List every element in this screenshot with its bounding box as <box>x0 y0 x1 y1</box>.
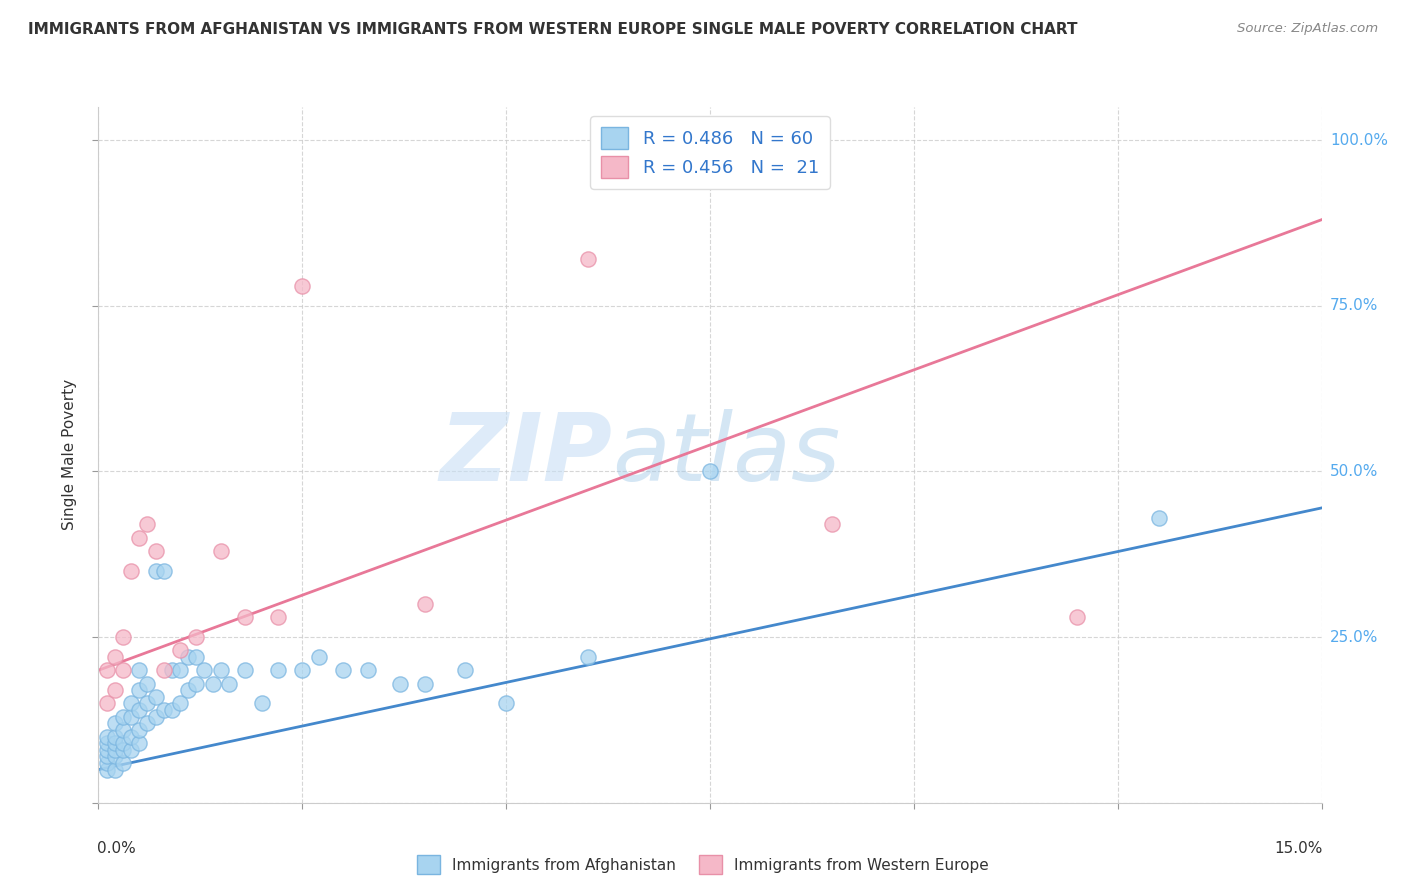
Point <box>413 597 436 611</box>
Point <box>111 756 134 770</box>
Point <box>145 544 167 558</box>
Point <box>576 252 599 267</box>
Text: 50.0%: 50.0% <box>1330 464 1378 479</box>
Text: IMMIGRANTS FROM AFGHANISTAN VS IMMIGRANTS FROM WESTERN EUROPE SINGLE MALE POVERT: IMMIGRANTS FROM AFGHANISTAN VS IMMIGRANT… <box>28 22 1077 37</box>
Point <box>104 683 127 698</box>
Point <box>96 730 118 744</box>
Point <box>218 676 240 690</box>
Point <box>111 709 134 723</box>
Point <box>169 643 191 657</box>
Point <box>291 663 314 677</box>
Point <box>111 630 134 644</box>
Text: 75.0%: 75.0% <box>1330 298 1378 313</box>
Point <box>169 663 191 677</box>
Point <box>186 630 208 644</box>
Point <box>128 736 150 750</box>
Point <box>104 763 127 777</box>
Point <box>96 763 118 777</box>
Point <box>128 703 150 717</box>
Point <box>193 663 215 677</box>
Point <box>699 465 721 479</box>
Point <box>96 749 118 764</box>
Point <box>821 517 844 532</box>
Point <box>160 703 183 717</box>
Point <box>152 663 174 677</box>
Text: 25.0%: 25.0% <box>1330 630 1378 645</box>
Text: atlas: atlas <box>612 409 841 500</box>
Point <box>128 531 150 545</box>
Point <box>576 650 599 665</box>
Point <box>96 697 118 711</box>
Point <box>413 676 436 690</box>
Point <box>120 564 142 578</box>
Point <box>169 697 191 711</box>
Point <box>104 749 127 764</box>
Point <box>267 663 290 677</box>
Point <box>186 676 208 690</box>
Text: ZIP: ZIP <box>439 409 612 501</box>
Point <box>104 716 127 731</box>
Point <box>356 663 378 677</box>
Point <box>209 663 232 677</box>
Text: 0.0%: 0.0% <box>97 841 136 856</box>
Point <box>128 683 150 698</box>
Point <box>136 697 159 711</box>
Point <box>111 663 134 677</box>
Point <box>104 730 127 744</box>
Point <box>454 663 477 677</box>
Text: 15.0%: 15.0% <box>1274 841 1323 856</box>
Point <box>1066 610 1088 624</box>
Point <box>120 697 142 711</box>
Point <box>96 736 118 750</box>
Point <box>332 663 354 677</box>
Point <box>136 676 159 690</box>
Point <box>186 650 208 665</box>
Point <box>177 683 200 698</box>
Legend: Immigrants from Afghanistan, Immigrants from Western Europe: Immigrants from Afghanistan, Immigrants … <box>411 849 995 880</box>
Point <box>104 650 127 665</box>
Point <box>96 756 118 770</box>
Point <box>233 663 256 677</box>
Point <box>201 676 224 690</box>
Text: Source: ZipAtlas.com: Source: ZipAtlas.com <box>1237 22 1378 36</box>
Point <box>152 564 174 578</box>
Point <box>120 709 142 723</box>
Point <box>111 736 134 750</box>
Point <box>233 610 256 624</box>
Point <box>128 723 150 737</box>
Point <box>152 703 174 717</box>
Point <box>145 709 167 723</box>
Point <box>136 517 159 532</box>
Point <box>96 743 118 757</box>
Point <box>128 663 150 677</box>
Point <box>104 736 127 750</box>
Point <box>250 697 273 711</box>
Point <box>96 663 118 677</box>
Legend: R = 0.486   N = 60, R = 0.456   N =  21: R = 0.486 N = 60, R = 0.456 N = 21 <box>591 116 830 189</box>
Point <box>177 650 200 665</box>
Y-axis label: Single Male Poverty: Single Male Poverty <box>62 379 77 531</box>
Point <box>267 610 290 624</box>
Point <box>104 743 127 757</box>
Point <box>120 743 142 757</box>
Point <box>389 676 412 690</box>
Point <box>120 730 142 744</box>
Text: 100.0%: 100.0% <box>1330 133 1388 148</box>
Point <box>209 544 232 558</box>
Point <box>145 690 167 704</box>
Point <box>160 663 183 677</box>
Point <box>291 279 314 293</box>
Point <box>145 564 167 578</box>
Point <box>495 697 517 711</box>
Point <box>308 650 330 665</box>
Point <box>111 743 134 757</box>
Point <box>111 723 134 737</box>
Point <box>1147 511 1170 525</box>
Point <box>136 716 159 731</box>
